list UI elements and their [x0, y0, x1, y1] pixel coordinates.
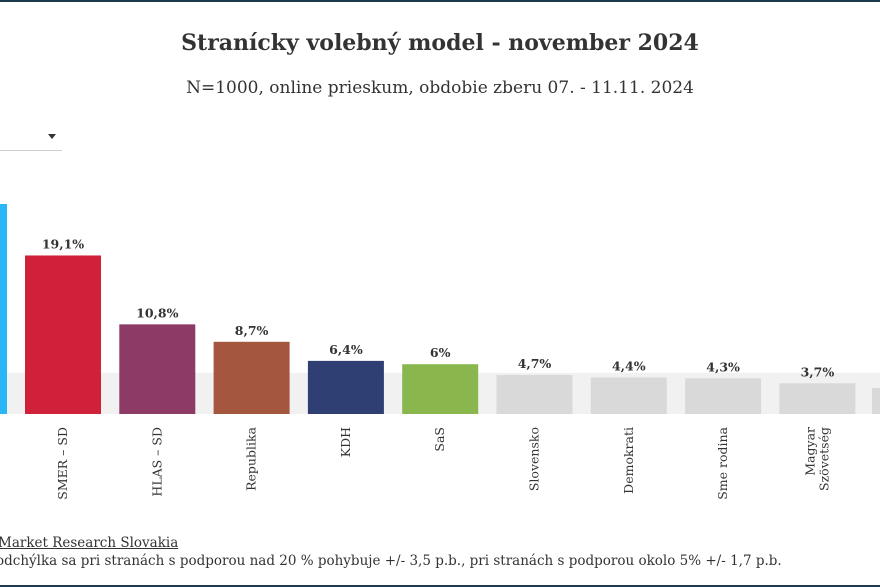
- category-label: Slovensko: [527, 427, 542, 491]
- chart-filter-dropdown[interactable]: [0, 126, 62, 151]
- category-label-line: SaS: [432, 427, 447, 452]
- bar: [307, 360, 384, 414]
- bar-value-label: 4,7%: [518, 356, 552, 371]
- category-label-line: Slovensko: [527, 427, 542, 491]
- category-label: Sme rodina: [715, 426, 730, 499]
- category-label: SMER – SD: [55, 427, 70, 500]
- bar-value-label: 6%: [430, 345, 451, 360]
- source-link[interactable]: Market Research Slovakia: [0, 535, 179, 551]
- bar-partial-left: [0, 204, 7, 414]
- bar-value-label: 8,7%: [235, 323, 269, 338]
- bar: [213, 341, 290, 414]
- category-label-line: Magyar: [802, 427, 817, 476]
- caret-down-icon: [48, 134, 56, 139]
- bar-partial-right: [872, 388, 880, 414]
- chart-subtitle: N=1000, online prieskum, obdobie zberu 0…: [186, 78, 694, 98]
- category-label-line: Szövetség: [816, 427, 831, 491]
- bottom-rule: [0, 585, 880, 587]
- category-label-line: SMER – SD: [55, 427, 70, 500]
- bar-value-label: 4,3%: [706, 359, 740, 374]
- category-label-line: Republika: [244, 426, 259, 490]
- bar-value-label: 6,4%: [329, 342, 363, 357]
- bar: [25, 255, 101, 414]
- chart-title: Stranícky volebný model - november 2024: [181, 30, 699, 56]
- bar-value-label: 4,4%: [612, 358, 646, 373]
- margin-of-error-note: odchýlka sa pri stranách s podporou nad …: [0, 553, 782, 569]
- bar-value-label: 19,1%: [42, 236, 84, 251]
- bar: [779, 383, 856, 414]
- bar: [590, 377, 667, 414]
- bar: [685, 378, 762, 414]
- bar: [496, 374, 573, 414]
- bar-value-label: 10,8%: [136, 305, 178, 320]
- category-label: Republika: [244, 426, 259, 490]
- category-label-line: HLAS – SD: [149, 427, 164, 497]
- category-label-line: Demokrati: [621, 427, 636, 494]
- category-label: SaS: [432, 427, 447, 452]
- bar: [119, 324, 196, 414]
- category-label: Demokrati: [621, 427, 636, 494]
- category-label: HLAS – SD: [149, 427, 164, 497]
- category-label-line: Sme rodina: [715, 426, 730, 499]
- category-label: KDH: [338, 427, 353, 457]
- category-label-line: KDH: [338, 427, 353, 457]
- bar: [402, 364, 479, 414]
- category-label: Magyar Szövetség: [802, 427, 831, 491]
- top-rule: [0, 0, 880, 2]
- bar-chart: 19,1% SMER – SD 10,8% HLAS – SD 8,7% Republik…: [0, 204, 880, 500]
- bar-value-label: 3,7%: [801, 364, 835, 379]
